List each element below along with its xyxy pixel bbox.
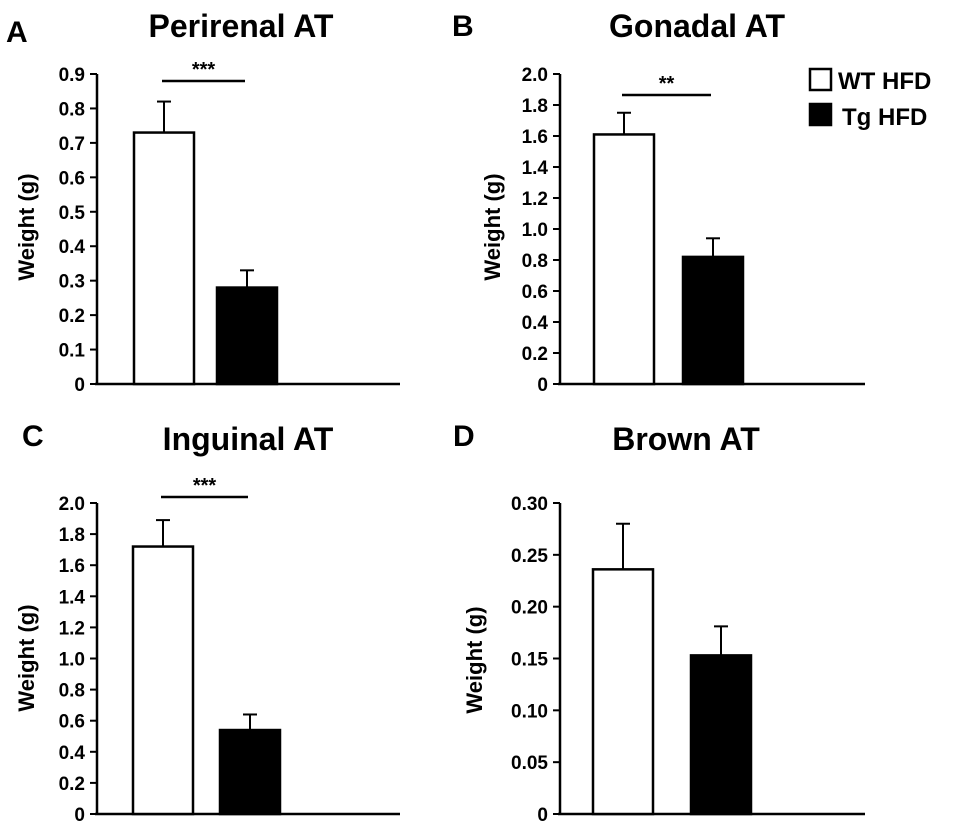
panel-a-significance-label: ***	[192, 59, 216, 81]
panel-a-y-tick-label: 0.9	[59, 65, 85, 86]
panel-c-y-tick-label: 0.2	[59, 774, 85, 795]
panel-b-y-tick-label: 0	[537, 375, 548, 396]
panel-letter-b: B	[452, 10, 474, 43]
panel-a: A Perirenal AT Weight (g) 00.10.20.30.40…	[6, 8, 400, 396]
panel-letter-c: C	[22, 420, 44, 453]
panel-b-y-tick-label: 1.6	[522, 127, 548, 148]
panel-a-y-tick-label: 0.4	[59, 237, 86, 258]
panel-c-y-tick-label: 1.8	[59, 525, 85, 546]
legend-swatch-tg-hfd	[808, 102, 833, 127]
panel-b-y-tick-label: 0.8	[522, 251, 548, 272]
panel-c-y-tick-label: 1.2	[59, 618, 85, 639]
panel-b-bar-tg-hfd	[681, 255, 745, 386]
panel-b-y-tick-label: 0.4	[522, 313, 549, 334]
legend-label-wt-hfd: WT HFD	[838, 68, 931, 95]
panel-a-y-tick-label: 0.7	[59, 134, 85, 155]
panel-d-y-tick-label: 0.15	[511, 650, 548, 671]
panel-b-y-tick-label: 1.2	[522, 189, 548, 210]
panel-c-significance-label: ***	[193, 475, 217, 497]
panel-a-bar-wt-hfd	[132, 131, 196, 386]
panel-d-y-tick-label: 0	[537, 805, 548, 826]
panel-c-y-tick-label: 0.8	[59, 681, 85, 702]
panel-a-y-tick-label: 0.8	[59, 99, 85, 120]
panel-d: D Brown AT Weight (g) 00.050.100.150.200…	[453, 420, 865, 826]
panel-letter-a: A	[6, 16, 28, 49]
panel-b-bar-wt-hfd	[592, 133, 656, 386]
panel-a-y-tick-label: 0.3	[59, 272, 85, 293]
panel-b-title: Gonadal AT	[609, 8, 785, 44]
panel-d-y-tick-label: 0.05	[511, 753, 548, 774]
panel-a-y-tick-label: 0.5	[59, 203, 86, 224]
panel-b: B Gonadal AT Weight (g) 0 0.2 0.4 0.6 0.8 1.0…	[452, 8, 865, 396]
panel-c-y-tick-label: 0	[74, 805, 85, 826]
panel-a-plot: 0 0.1 0.2 0.3 0.4 0.5 0.6 0.7 0.8 0.9 ***	[59, 59, 400, 396]
panel-d-y-tick-label: 0.10	[511, 701, 548, 722]
panel-a-bar-tg-hfd	[215, 286, 279, 386]
panel-b-y-tick-label: 1.4	[522, 158, 549, 179]
panel-c-y-tick-label: 1.0	[59, 650, 85, 671]
panel-b-y-axis-label: Weight (g)	[480, 173, 505, 280]
panel-a-y-axis-label: Weight (g)	[14, 173, 39, 280]
panel-c-y-tick-label: 1.6	[59, 556, 85, 577]
panel-c: C Inguinal AT Weight (g) 0 0.2 0.4 0.6 0.8 1.…	[14, 420, 400, 826]
panel-d-title: Brown AT	[612, 421, 760, 457]
panel-d-plot: 0 0.05 0.10 0.15 0.20 0.25 0.30	[511, 494, 865, 826]
panel-b-y-tick-label: 0.2	[522, 344, 548, 365]
panel-b-y-tick-label: 1.8	[522, 96, 548, 117]
panel-a-y-tick-label: 0.6	[59, 168, 85, 189]
panel-b-y-tick-label: 2.0	[522, 65, 548, 86]
panel-a-title: Perirenal AT	[149, 8, 334, 44]
legend-swatch-wt-hfd	[808, 67, 833, 92]
panel-d-bar-tg-hfd	[689, 654, 753, 816]
panel-b-y-tick-label: 1.0	[522, 220, 548, 241]
panel-d-y-tick-label: 0.25	[511, 546, 548, 567]
panel-c-title: Inguinal AT	[163, 421, 334, 457]
legend: WT HFD Tg HFD	[808, 67, 931, 131]
panel-a-y-tick-label: 0.1	[59, 341, 86, 362]
panel-c-y-tick-label: 0.6	[59, 712, 85, 733]
panel-c-y-tick-label: 1.4	[59, 587, 86, 608]
panel-a-y-tick-label: 0	[74, 375, 85, 396]
legend-label-tg-hfd: Tg HFD	[842, 104, 927, 131]
panel-d-bar-wt-hfd	[591, 568, 655, 816]
panel-b-y-tick-label: 0.6	[522, 282, 548, 303]
panel-b-plot: 0 0.2 0.4 0.6 0.8 1.0 1.2 1.4 1.6 1.8 2.0 **	[522, 65, 865, 396]
panel-c-y-tick-label: 2.0	[59, 494, 85, 515]
panel-c-bar-tg-hfd	[218, 728, 282, 816]
panel-b-significance-label: **	[659, 73, 675, 95]
panel-c-y-tick-label: 0.4	[59, 743, 86, 764]
panel-d-y-tick-label: 0.30	[511, 494, 548, 515]
panel-c-bar-wt-hfd	[131, 545, 195, 816]
panel-a-y-tick-label: 0.2	[59, 306, 85, 327]
panel-d-y-axis-label: Weight (g)	[462, 606, 487, 713]
panel-c-plot: 0 0.2 0.4 0.6 0.8 1.0 1.2 1.4 1.6 1.8 2.0 ***	[59, 475, 400, 826]
panel-letter-d: D	[453, 420, 475, 453]
panel-c-y-axis-label: Weight (g)	[14, 604, 39, 711]
panel-d-y-tick-label: 0.20	[511, 598, 548, 619]
